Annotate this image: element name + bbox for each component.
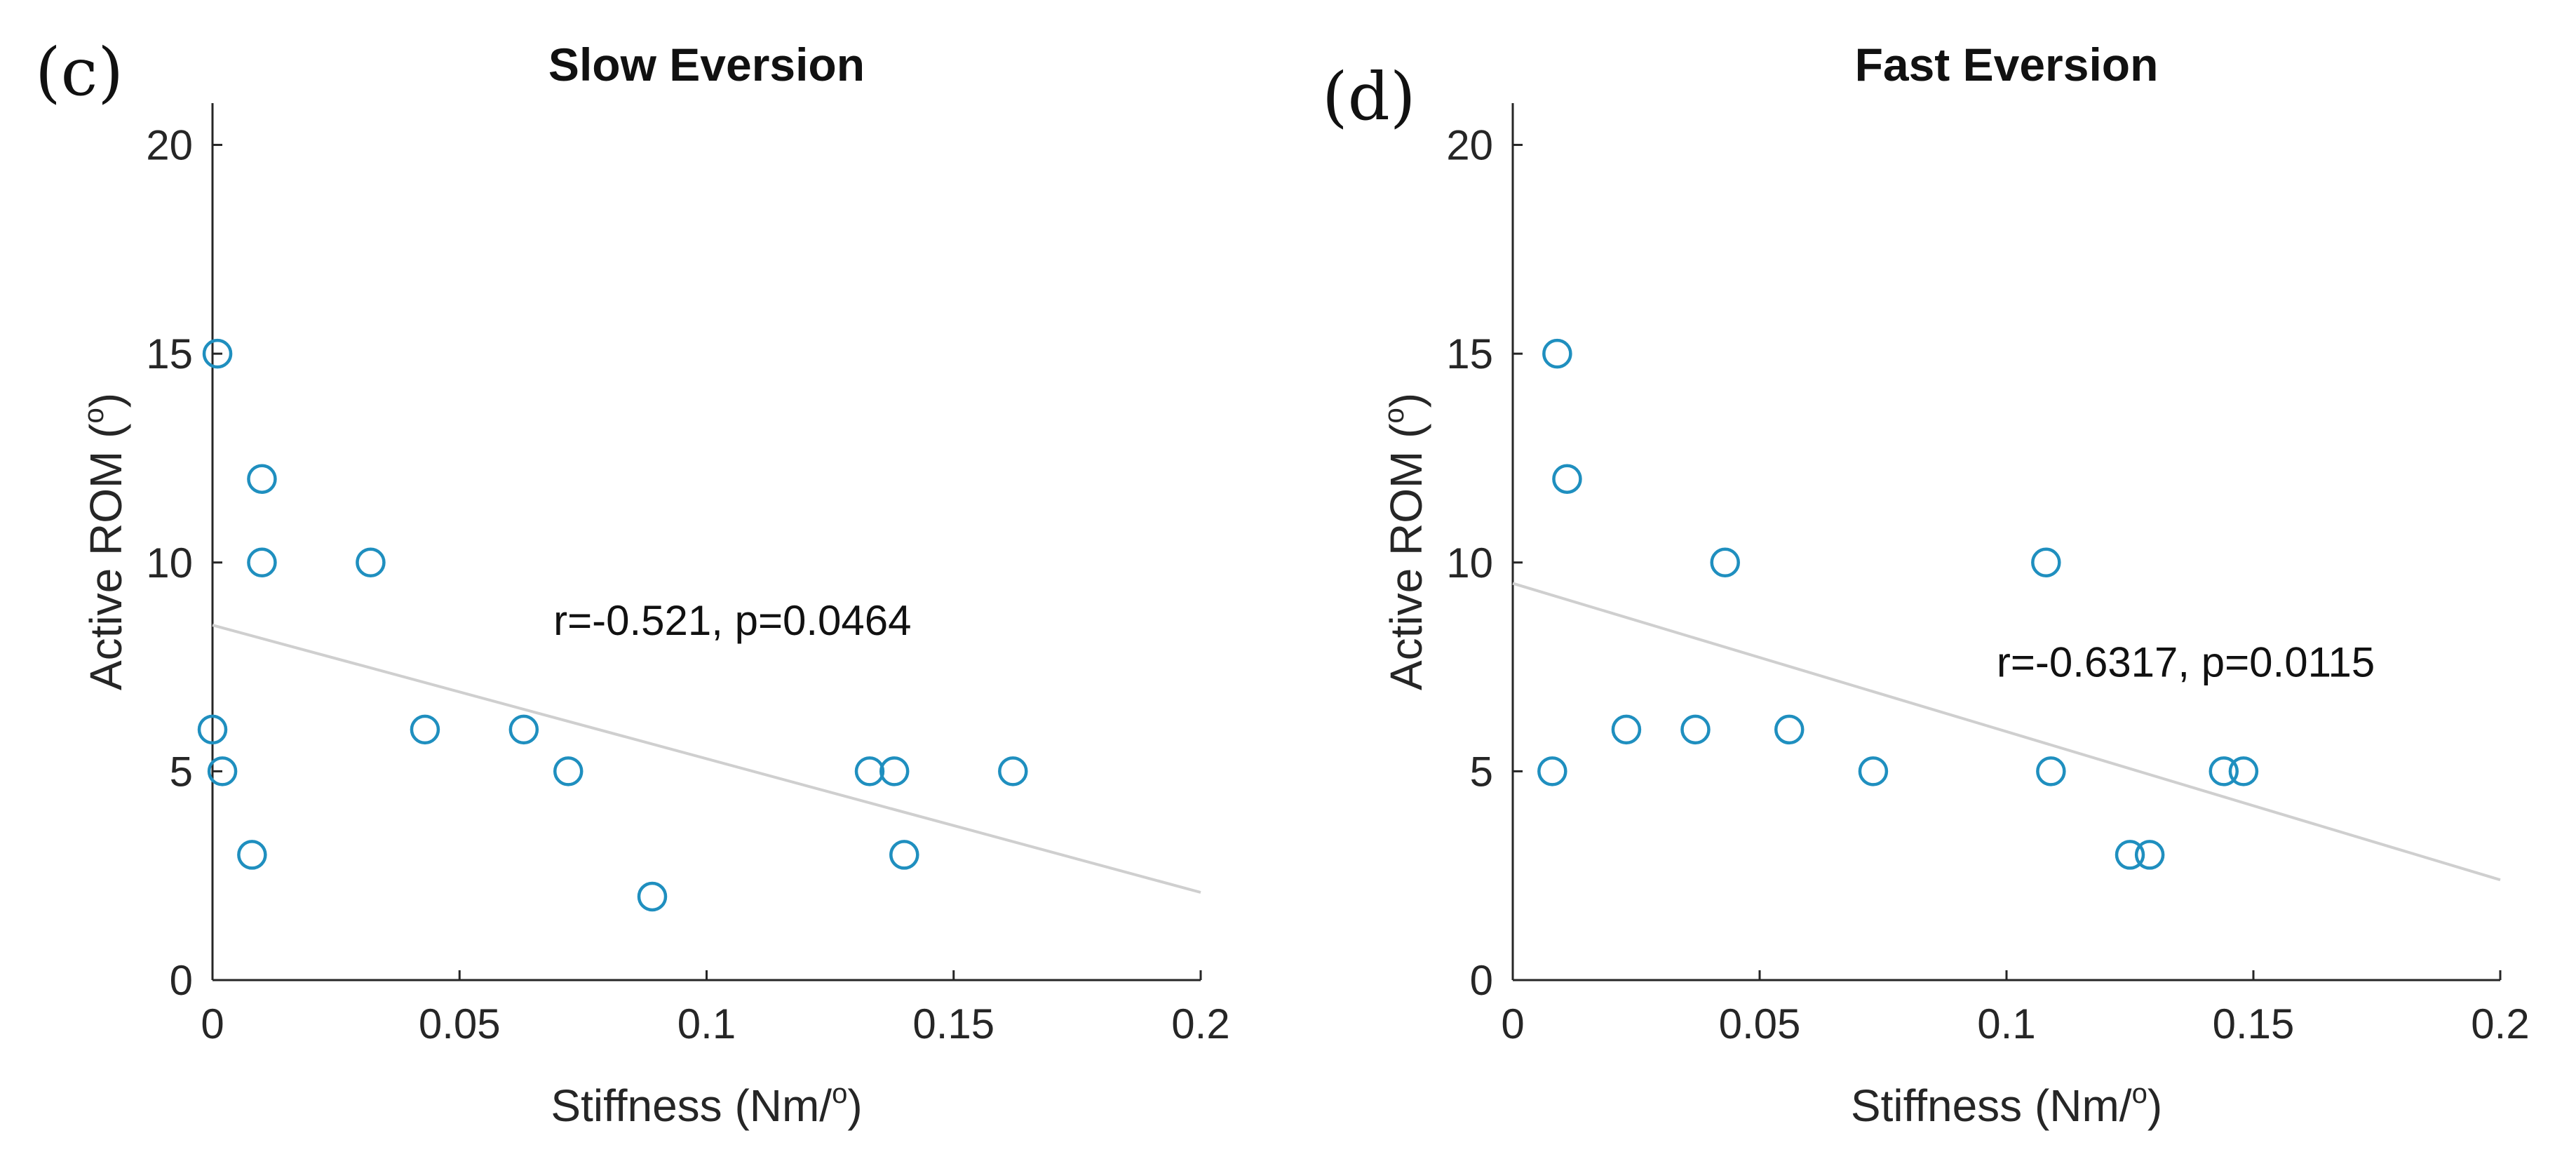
data-point (2031, 547, 2061, 578)
x-tick-label: 0.1 (1977, 1000, 2035, 1047)
chart-title: Fast Eversion (1855, 39, 2159, 91)
data-point (237, 840, 267, 870)
y-tick-label: 0 (1470, 957, 1493, 1004)
data-point (1774, 714, 1805, 745)
y-axis-label-text: Active ROM ( (81, 424, 131, 690)
data-point (1680, 714, 1711, 745)
y-tick-label: 10 (1446, 540, 1493, 587)
x-tick-label: 0.05 (1719, 1000, 1801, 1047)
data-point (247, 464, 277, 494)
chart-panel-0: (c) Slow Eversion 0 0.05 0.1 0.15 0.2 0 5 10 15 20 S… (35, 34, 1230, 1131)
data-point (247, 547, 277, 578)
x-tick-label: 0.15 (2213, 1000, 2295, 1047)
x-axis-label-end: ) (2147, 1080, 2162, 1131)
data-point (2115, 840, 2145, 870)
x-axis-label-end: ) (847, 1080, 862, 1131)
chart-title: Slow Eversion (548, 39, 865, 91)
correlation-annotation: r=-0.6317, p=0.0115 (1997, 639, 2375, 686)
x-axis-label-degree: o (832, 1078, 847, 1109)
chart-panel-1: (d) Fast Eversion 0 0.05 0.1 0.15 0.2 0 5 10 15 20 S… (1322, 39, 2530, 1131)
data-point (2209, 756, 2239, 786)
y-tick-label: 0 (170, 957, 193, 1004)
data-point (889, 840, 919, 870)
y-axis-label-text: Active ROM ( (1381, 424, 1431, 690)
data-point (637, 881, 668, 912)
regression-line (212, 624, 1201, 894)
data-point (1542, 338, 1572, 369)
data-point (2036, 756, 2066, 786)
x-axis-label: Stiffness (Nm/o) (1851, 1078, 2162, 1131)
panel-label: (c) (35, 34, 123, 111)
x-tick-label: 0.1 (677, 1000, 736, 1047)
y-axis-label-degree: o (1379, 408, 1410, 423)
x-tick-label: 0 (1501, 1000, 1524, 1047)
y-axis-label: Active ROM (o) (79, 393, 131, 690)
y-axis-label-end: ) (81, 393, 131, 408)
y-axis-label-end: ) (1381, 393, 1431, 408)
y-axis-label: Active ROM (o) (1379, 393, 1431, 690)
data-point (1537, 756, 1567, 786)
data-point (2228, 756, 2259, 786)
y-tick-label: 5 (1470, 748, 1493, 795)
data-point (998, 756, 1028, 786)
data-point (197, 714, 228, 745)
data-point (2134, 840, 2165, 870)
data-point (207, 756, 238, 786)
data-point (1611, 714, 1642, 745)
regression-line (1512, 582, 2501, 882)
data-point (356, 547, 386, 578)
x-tick-label: 0.05 (419, 1000, 501, 1047)
y-tick-label: 20 (1446, 122, 1493, 169)
data-point (410, 714, 440, 745)
correlation-annotation: r=-0.521, p=0.0464 (553, 597, 911, 644)
y-axis-label-degree: o (79, 408, 109, 423)
data-point (1858, 756, 1889, 786)
x-tick-label: 0.15 (912, 1000, 994, 1047)
y-tick-label: 20 (146, 122, 193, 169)
x-tick-label: 0 (201, 1000, 224, 1047)
x-axis-label-text: Stiffness (Nm/ (1851, 1080, 2132, 1131)
data-point (553, 756, 584, 786)
x-axis-label: Stiffness (Nm/o) (551, 1078, 862, 1131)
y-tick-label: 15 (146, 330, 193, 377)
x-tick-label: 0.2 (2471, 1000, 2529, 1047)
data-point (1552, 464, 1582, 494)
y-tick-label: 10 (146, 540, 193, 587)
data-point (508, 714, 539, 745)
data-point (879, 756, 910, 786)
y-tick-label: 5 (170, 748, 193, 795)
x-axis-label-text: Stiffness (Nm/ (551, 1080, 832, 1131)
y-tick-label: 15 (1446, 330, 1493, 377)
data-point (1710, 547, 1740, 578)
x-axis-label-degree: o (2132, 1078, 2147, 1109)
data-point (202, 338, 233, 369)
panel-label: (d) (1322, 59, 1416, 135)
x-tick-label: 0.2 (1171, 1000, 1229, 1047)
data-point (854, 756, 885, 786)
